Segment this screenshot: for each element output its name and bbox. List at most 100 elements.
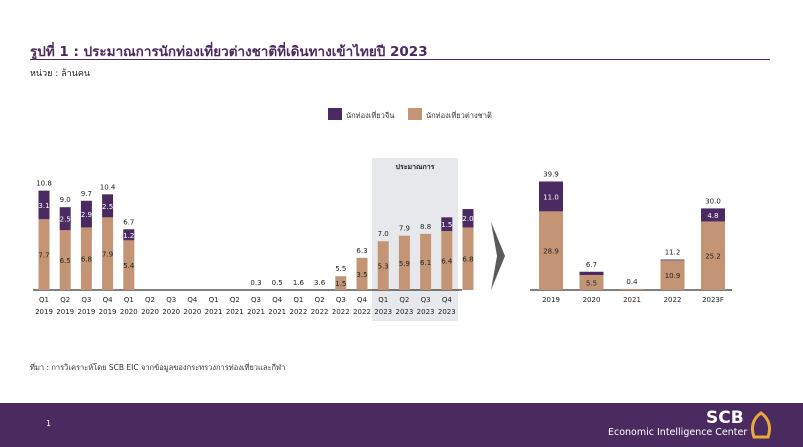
bar-foreign (335, 276, 347, 290)
bar-chinese (441, 217, 453, 232)
bar-chinese (123, 229, 135, 241)
bar-label-foreign: 6.8 (81, 256, 92, 264)
bar-label-foreign: 25.2 (705, 253, 721, 261)
source-note: ที่มา : การวิเคราะห์โดย SCB EIC จากข้อมู… (30, 363, 286, 372)
bar-chinese (660, 259, 685, 261)
x-tick-quarter: Q4 (272, 296, 283, 304)
unit-label: หน่วย : ล้านคน (30, 69, 91, 79)
x-tick-year: 2020 (141, 308, 159, 316)
x-tick-year: 2021 (205, 308, 223, 316)
bar-total-label: 0.4 (626, 278, 638, 286)
bar-foreign (80, 227, 92, 290)
x-tick-quarter: Q1 (39, 296, 49, 304)
bar-label-foreign: 7.9 (102, 251, 113, 259)
x-tick-quarter: Q4 (357, 296, 368, 304)
bar-total-label: 10.4 (100, 183, 116, 191)
x-tick-year: 2019 (99, 308, 117, 316)
bar-total-label: 9.0 (60, 196, 71, 204)
bar-total-label: 1.6 (293, 279, 305, 287)
bar-foreign (398, 235, 410, 290)
bar-foreign (539, 211, 563, 290)
bar-label-foreign: 5.5 (586, 280, 597, 288)
bar-label-foreign: 5.4 (123, 262, 135, 270)
bar-foreign (620, 288, 644, 290)
legend-swatch-foreign (408, 108, 422, 120)
x-tick-year: 2020 (120, 308, 138, 316)
footer-bar: 1 SCB Economic Intelligence Center (0, 403, 803, 447)
x-tick-year: 2020 (183, 308, 201, 316)
x-tick-year: 2022 (311, 308, 329, 316)
page-title: รูปที่ 1 : ประมาณการนักท่องเที่ยวต่างชาต… (30, 44, 428, 60)
x-tick-year: 2023 (374, 308, 392, 316)
bar-total-label: 8.8 (420, 223, 431, 231)
bar-label-foreign: 7.7 (38, 252, 49, 260)
legend-swatch-chinese (328, 108, 342, 120)
x-tick-quarter: Q1 (209, 296, 219, 304)
bar-chinese (38, 190, 50, 220)
bar-foreign (579, 275, 604, 290)
bar-chinese (579, 271, 604, 276)
bar-chinese (462, 209, 474, 228)
bar-label-chinese: 1.5 (441, 221, 452, 229)
bar-foreign (38, 219, 50, 290)
legend-label-foreign: นักท่องเที่ยวต่างชาติ (426, 110, 492, 120)
bar-total-label: 6.7 (586, 261, 597, 269)
bar-total-label: 7.0 (378, 230, 389, 238)
x-tick-year: 2022 (664, 296, 682, 304)
bar-total-label: 0.5 (272, 279, 283, 287)
bar-foreign (441, 231, 453, 290)
bar-label-chinese: 1.2 (123, 232, 134, 240)
bar-chinese (539, 181, 563, 212)
brand-name: SCB (706, 408, 744, 428)
bar-total-label: 30.0 (705, 197, 721, 205)
x-tick-quarter: Q3 (251, 296, 261, 304)
x-tick-year: 2022 (289, 308, 307, 316)
bar-label-foreign: 6.5 (60, 257, 71, 265)
forecast-label: ประมาณการ (396, 163, 435, 171)
tourist-chart: นักท่องเที่ยวจีน นักท่องเที่ยวต่างชาติ ป… (33, 108, 732, 321)
x-tick-year: 2023 (395, 308, 413, 316)
bar-chinese (102, 194, 114, 218)
bar-chinese (80, 200, 92, 228)
x-tick-quarter: Q2 (230, 296, 240, 304)
x-tick-quarter: Q2 (315, 296, 325, 304)
bar-foreign (660, 260, 685, 290)
x-tick-quarter: Q2 (145, 296, 155, 304)
x-tick-quarter: Q3 (81, 296, 91, 304)
x-tick-year: 2019 (35, 308, 53, 316)
bar-foreign (59, 230, 71, 290)
transition-arrow-icon (491, 222, 505, 290)
bar-chinese (701, 208, 725, 222)
bar-total-label: 9.7 (81, 190, 92, 198)
x-tick-quarter: Q1 (378, 296, 388, 304)
bar-foreign (356, 257, 368, 290)
title-divider (30, 59, 770, 60)
x-tick-quarter: Q3 (166, 296, 176, 304)
x-tick-year: 2021 (226, 308, 244, 316)
bar-total-label: 0.3 (250, 279, 261, 287)
x-tick-quarter: Q4 (442, 296, 453, 304)
bar-label-chinese: 2.9 (81, 211, 92, 219)
x-tick-year: 2021 (268, 308, 286, 316)
bar-label-chinese: 3.1 (38, 202, 49, 210)
bar-total-label: 6.3 (356, 247, 367, 255)
bar-total-label: 3.6 (314, 279, 326, 287)
bar-label-foreign: 3.5 (356, 271, 367, 279)
bar-label-chinese: 11.0 (543, 193, 559, 201)
bar-label-chinese: 2.5 (60, 216, 71, 224)
bar-foreign (123, 240, 135, 290)
x-tick-quarter: Q3 (421, 296, 431, 304)
bar-foreign (701, 221, 725, 290)
x-tick-quarter: Q4 (103, 296, 114, 304)
x-tick-year: 2023 (438, 308, 456, 316)
bar-label-foreign: 28.9 (543, 248, 559, 256)
x-tick-year: 2021 (623, 296, 641, 304)
bar-total-label: 6.7 (123, 218, 134, 226)
bar-label-foreign: 6.8 (462, 256, 473, 264)
x-tick-year: 2022 (353, 308, 371, 316)
chart-legend: นักท่องเที่ยวจีน นักท่องเที่ยวต่างชาติ (328, 108, 492, 120)
quarterly-bars: 7.7 3.1 10.8 Q1 2019 6.5 2.5 9.0 Q2 2019 6.8 2.9 9.7… (33, 180, 474, 316)
bar-label-foreign: 6.1 (420, 259, 431, 267)
x-tick-year: 2021 (247, 308, 265, 316)
x-tick-year: 2023F (702, 296, 724, 304)
